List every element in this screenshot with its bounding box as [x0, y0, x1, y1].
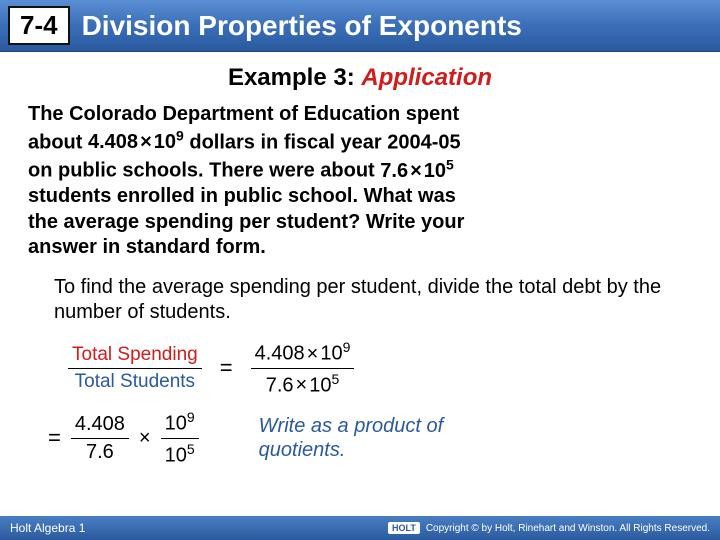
example-title: Example 3: Application — [28, 64, 692, 92]
sci-students: 7.6×105 — [380, 160, 454, 182]
problem-line1-tail: dollars in fiscal year 2004-05 — [184, 131, 461, 153]
problem-line3: students enrolled in public school. What… — [28, 185, 456, 207]
lesson-number: 7-4 — [20, 10, 58, 40]
lesson-title: Division Properties of Exponents — [82, 10, 522, 42]
power-fraction: 109 105 — [161, 409, 199, 467]
example-label: Example 3: — [228, 64, 355, 91]
coef-num: 4.408 — [71, 413, 129, 439]
footer-bar: Holt Algebra 1 HOLT Copyright © by Holt,… — [0, 516, 720, 540]
label-frac-den: Total Students — [71, 369, 199, 393]
math-row-1: Total Spending Total Students = 4.408×10… — [68, 339, 692, 397]
value-frac-den: 7.6×105 — [262, 369, 344, 398]
pow-den: 105 — [161, 439, 199, 468]
footer-right: HOLT Copyright © by Holt, Rinehart and W… — [388, 522, 710, 534]
equals-1: = — [220, 355, 233, 381]
problem-line2: on public schools. There were about — [28, 160, 380, 182]
explanation-text: To find the average spending per student… — [54, 275, 692, 325]
math-row-2: = 4.408 7.6 × 109 105 Write as a product… — [48, 409, 692, 467]
example-kind: Application — [361, 64, 492, 91]
label-fraction: Total Spending Total Students — [68, 344, 202, 393]
equals-2: = — [48, 425, 61, 451]
problem-about1: about — [28, 131, 88, 153]
step-note: Write as a product of quotients. — [259, 414, 509, 462]
slide-content: Example 3: Application The Colorado Depa… — [0, 52, 720, 468]
sci-spending: 4.408×109 — [88, 131, 184, 153]
problem-text: The Colorado Department of Education spe… — [28, 102, 692, 261]
problem-line4: the average spending per student? Write … — [28, 211, 464, 233]
lesson-number-box: 7-4 — [8, 6, 70, 45]
coef-fraction: 4.408 7.6 — [71, 413, 129, 464]
holt-logo: HOLT — [388, 522, 420, 534]
copyright-text: Copyright © by Holt, Rinehart and Winsto… — [426, 523, 710, 534]
pow-num: 109 — [161, 409, 199, 439]
product-of-quotients: = 4.408 7.6 × 109 105 — [48, 409, 199, 467]
value-fraction: 4.408×109 7.6×105 — [251, 339, 355, 397]
lesson-header: 7-4 Division Properties of Exponents — [0, 0, 720, 52]
label-frac-num: Total Spending — [68, 344, 202, 369]
problem-line5: answer in standard form. — [28, 236, 266, 258]
times-symbol: × — [139, 427, 151, 450]
value-frac-num: 4.408×109 — [251, 339, 355, 369]
footer-left: Holt Algebra 1 — [10, 521, 85, 535]
coef-den: 7.6 — [82, 439, 118, 464]
problem-line1a: The Colorado Department of Education spe… — [28, 103, 459, 125]
